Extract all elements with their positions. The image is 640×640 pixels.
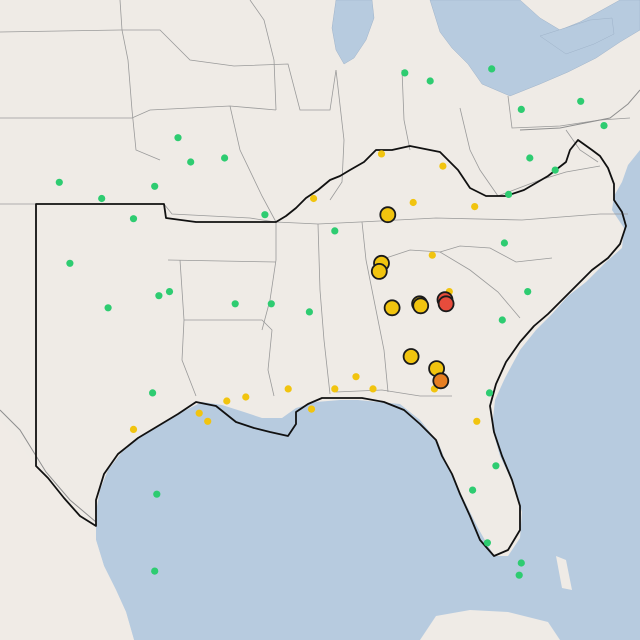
aqi-marker-moderate[interactable]	[377, 150, 386, 158]
large-aqi-marker-usg[interactable]	[432, 372, 450, 390]
aqi-marker-moderate[interactable]	[439, 162, 447, 170]
aqi-marker-moderate[interactable]	[129, 425, 138, 433]
marker-layer	[55, 65, 608, 579]
aqi-marker-good[interactable]	[151, 182, 159, 190]
aqi-marker-moderate[interactable]	[307, 405, 316, 413]
aqi-marker-good[interactable]	[500, 239, 508, 247]
aqi-marker-good[interactable]	[517, 559, 525, 567]
aqi-marker-good[interactable]	[469, 486, 477, 494]
mexico-land	[0, 420, 134, 640]
aqi-marker-good[interactable]	[526, 154, 534, 162]
aqi-marker-good[interactable]	[551, 166, 559, 174]
large-aqi-marker-moderate[interactable]	[383, 299, 401, 317]
aqi-marker-good[interactable]	[505, 190, 513, 198]
aqi-marker-good[interactable]	[261, 211, 269, 219]
aqi-marker-moderate[interactable]	[428, 251, 436, 259]
aqi-marker-moderate[interactable]	[473, 417, 481, 425]
large-aqi-marker-moderate[interactable]	[412, 297, 430, 315]
aqi-marker-moderate[interactable]	[223, 397, 231, 405]
lake-michigan	[331, 0, 375, 65]
aqi-marker-good[interactable]	[187, 158, 195, 166]
lake-ontario	[539, 17, 615, 55]
aqi-marker-moderate[interactable]	[331, 385, 339, 393]
aqi-marker-good[interactable]	[577, 97, 585, 105]
aqi-marker-good[interactable]	[331, 227, 339, 235]
cuba-island	[420, 610, 560, 640]
aqi-marker-good[interactable]	[426, 77, 434, 85]
aqi-marker-moderate[interactable]	[310, 194, 318, 203]
aqi-marker-good[interactable]	[66, 259, 74, 267]
aqi-marker-good[interactable]	[517, 105, 525, 113]
aqi-marker-moderate[interactable]	[409, 198, 417, 207]
state-boundaries	[0, 0, 631, 397]
aqi-marker-moderate[interactable]	[284, 385, 292, 393]
aqi-marker-good[interactable]	[488, 65, 496, 73]
aqi-marker-good[interactable]	[600, 122, 608, 130]
us-canada-border	[519, 89, 640, 131]
large-aqi-marker-moderate[interactable]	[370, 262, 388, 280]
aqi-marker-good[interactable]	[305, 308, 313, 316]
aqi-marker-good[interactable]	[267, 300, 275, 308]
aqi-marker-good[interactable]	[98, 194, 106, 203]
aqi-marker-good[interactable]	[174, 134, 182, 142]
aqi-marker-good[interactable]	[165, 288, 174, 296]
aqi-marker-good[interactable]	[153, 490, 161, 498]
aqi-marker-good[interactable]	[401, 69, 409, 77]
aqi-marker-good[interactable]	[155, 292, 163, 300]
bahamas-island	[556, 556, 572, 590]
aqi-marker-moderate[interactable]	[204, 417, 212, 425]
aqi-marker-good[interactable]	[498, 316, 506, 324]
aqi-marker-good[interactable]	[104, 304, 112, 312]
aqi-marker-good[interactable]	[524, 288, 532, 296]
aqi-marker-moderate[interactable]	[369, 385, 377, 393]
aqi-marker-moderate[interactable]	[195, 409, 203, 417]
highlighted-region-outline	[35, 139, 627, 557]
aqi-marker-good[interactable]	[149, 389, 157, 397]
aqi-marker-moderate[interactable]	[242, 393, 250, 401]
aqi-marker-good[interactable]	[483, 539, 491, 547]
aqi-marker-good[interactable]	[515, 571, 523, 579]
aqi-marker-good[interactable]	[485, 389, 494, 397]
us-mexico-border	[0, 409, 97, 523]
aqi-marker-good[interactable]	[492, 462, 500, 470]
aqi-marker-good[interactable]	[55, 178, 63, 186]
aqi-marker-moderate[interactable]	[352, 373, 360, 381]
aqi-marker-good[interactable]	[231, 300, 239, 308]
large-aqi-marker-unhealthy[interactable]	[437, 295, 455, 313]
aqi-marker-good[interactable]	[151, 567, 159, 575]
large-aqi-marker-moderate[interactable]	[379, 206, 397, 224]
large-aqi-marker-moderate[interactable]	[402, 348, 420, 365]
aqi-marker-good[interactable]	[129, 215, 138, 223]
aqi-marker-moderate[interactable]	[471, 203, 479, 211]
aqi-marker-good[interactable]	[221, 154, 229, 162]
